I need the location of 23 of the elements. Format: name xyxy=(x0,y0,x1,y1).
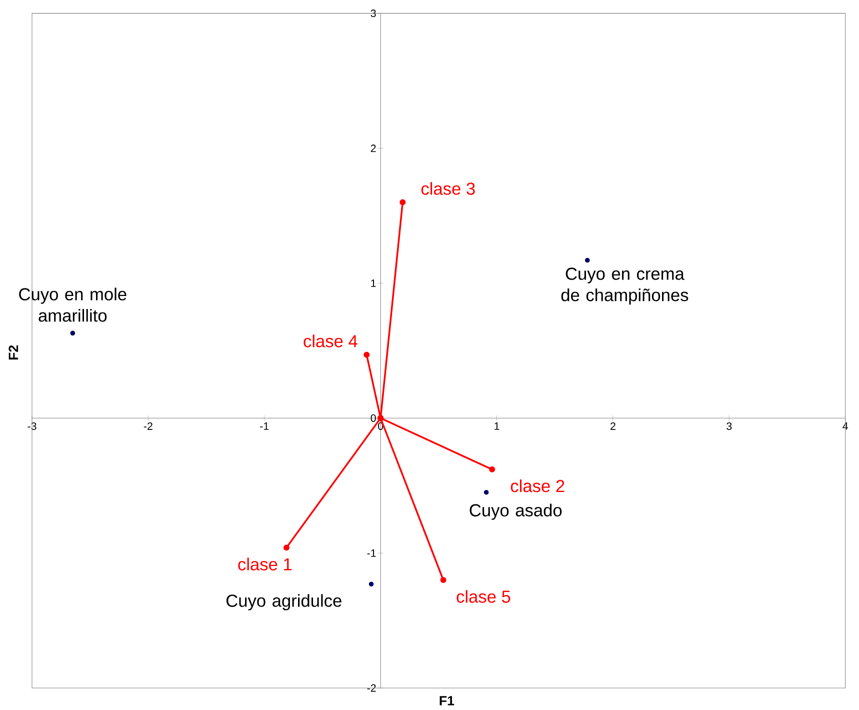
x-tick-label: 2 xyxy=(610,422,616,430)
x-tick-label: -1 xyxy=(260,422,269,430)
y-tick-label: 0 xyxy=(370,414,376,422)
series-label: clase 4 xyxy=(304,334,358,348)
series-label: clase 5 xyxy=(456,590,510,603)
x-tick-label: -3 xyxy=(28,422,36,430)
annotation: Cuyo en mole amarillito xyxy=(19,288,126,322)
y-tick-label: -1 xyxy=(367,549,376,557)
x-tick-label: 3 xyxy=(726,422,732,430)
series-label: clase 1 xyxy=(238,558,292,570)
annotation: Cuyo asado xyxy=(470,504,562,520)
x-axis-title: F1 xyxy=(440,696,454,706)
annotation: Cuyo agridulce xyxy=(226,594,342,610)
annotation: Cuyo en crema de champiñones xyxy=(561,268,688,305)
x-tick-label: 1 xyxy=(494,422,500,430)
series-label: clase 2 xyxy=(510,479,564,492)
y-axis-title: F2 xyxy=(8,345,18,360)
y-tick-label: 2 xyxy=(370,144,376,152)
series-label: clase 3 xyxy=(421,182,475,195)
x-tick-label: -2 xyxy=(144,422,152,430)
y-tick-label: 1 xyxy=(371,280,376,287)
y-tick-label: -2 xyxy=(367,684,376,692)
x-tick-label: 4 xyxy=(842,422,848,430)
